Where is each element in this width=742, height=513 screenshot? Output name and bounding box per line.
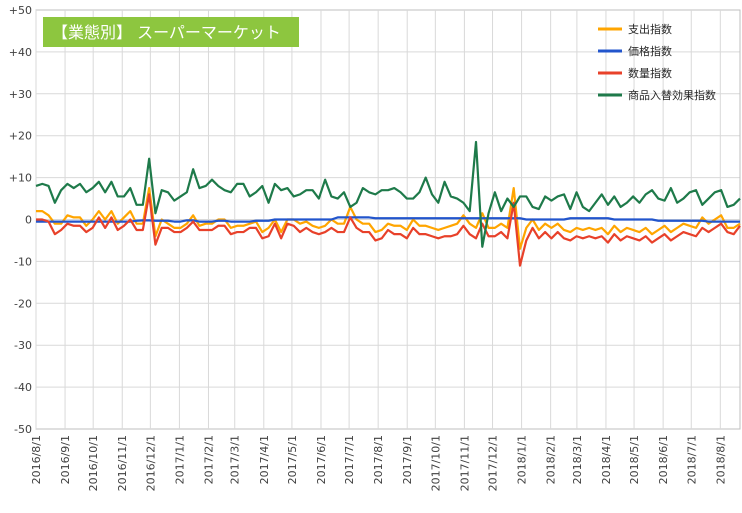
x-tick-label: 2016/12/1 bbox=[144, 435, 157, 491]
y-tick-label: +40 bbox=[9, 46, 32, 59]
x-tick-label: 2017/8/1 bbox=[372, 435, 385, 484]
x-tick-label: 2018/8/1 bbox=[714, 435, 727, 484]
x-tick-label: 2018/5/1 bbox=[628, 435, 641, 484]
x-tick-label: 2017/3/1 bbox=[229, 435, 242, 484]
x-tick-label: 2017/6/1 bbox=[315, 435, 328, 484]
x-tick-label: 2016/8/1 bbox=[30, 435, 43, 484]
x-tick-label: 2016/10/1 bbox=[87, 435, 100, 491]
y-tick-label: -30 bbox=[14, 339, 32, 352]
x-tick-label: 2018/7/1 bbox=[685, 435, 698, 484]
legend-label-2: 数量指数 bbox=[628, 66, 672, 80]
x-tick-label: 2017/10/1 bbox=[429, 435, 442, 491]
x-tick-label: 2016/11/1 bbox=[116, 435, 129, 491]
x-tick-label: 2018/2/1 bbox=[545, 435, 558, 484]
y-tick-label: -50 bbox=[14, 423, 32, 436]
series-line-2 bbox=[36, 193, 741, 267]
gridlines bbox=[35, 9, 741, 430]
y-tick-label: +30 bbox=[9, 88, 32, 101]
x-tick-label: 2018/3/1 bbox=[571, 435, 584, 484]
x-tick-label: 2017/5/1 bbox=[286, 435, 299, 484]
x-tick-label: 2017/12/1 bbox=[487, 435, 500, 491]
y-tick-label: +20 bbox=[9, 130, 32, 143]
x-tick-label: 2017/11/1 bbox=[458, 435, 471, 491]
title-badge: 【業態別】 スーパーマーケット bbox=[43, 17, 299, 47]
x-axis-ticks: 2016/8/1 2016/9/1 2016/10/1 2016/11/1 2016/1… bbox=[30, 435, 727, 491]
series-lines bbox=[35, 140, 741, 267]
x-tick-label: 2017/9/1 bbox=[401, 435, 414, 484]
legend-label-3: 商品入替効果指数 bbox=[628, 88, 716, 102]
x-tick-label: 2018/6/1 bbox=[657, 435, 670, 484]
title-badge-background bbox=[43, 17, 299, 47]
x-tick-label: 2016/9/1 bbox=[59, 435, 72, 484]
x-tick-label: 2017/1/1 bbox=[173, 435, 186, 484]
legend-label-0: 支出指数 bbox=[628, 22, 672, 36]
x-tick-label: 2017/2/1 bbox=[202, 435, 215, 484]
x-tick-label: 2017/7/1 bbox=[343, 435, 356, 484]
y-tick-label: -10 bbox=[14, 255, 32, 268]
x-tick-label: 2017/4/1 bbox=[258, 435, 271, 484]
y-axis-ticks: +50 +40 +30 +20 +10 0 -10 -20 -30 -40 -50 bbox=[9, 4, 32, 436]
title-badge-text: 【業態別】 スーパーマーケット bbox=[52, 23, 281, 42]
y-tick-label: -40 bbox=[14, 381, 32, 394]
legend-label-1: 価格指数 bbox=[628, 44, 672, 58]
y-tick-label: +50 bbox=[9, 4, 32, 17]
x-tick-label: 2018/1/1 bbox=[516, 435, 529, 484]
y-tick-label: -20 bbox=[14, 297, 32, 310]
x-tick-label: 2018/4/1 bbox=[600, 435, 613, 484]
series-line-3 bbox=[35, 140, 741, 248]
y-tick-label: 0 bbox=[25, 214, 32, 227]
y-tick-label: +10 bbox=[9, 172, 32, 185]
